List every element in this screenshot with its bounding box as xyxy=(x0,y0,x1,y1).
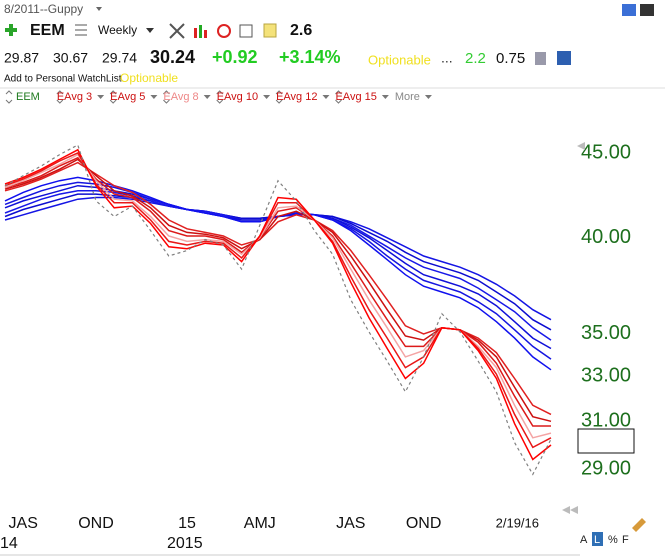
add-icon[interactable] xyxy=(5,24,17,36)
bars-icon[interactable] xyxy=(194,25,207,38)
legend-arrow xyxy=(109,90,117,104)
icon-part xyxy=(204,30,207,38)
change-pct: +3.14% xyxy=(279,47,341,67)
footer-button[interactable]: F xyxy=(622,534,629,546)
t-button[interactable] xyxy=(640,4,654,16)
footer-button[interactable]: A xyxy=(580,534,588,546)
series-line xyxy=(4,190,552,341)
legend-arrow xyxy=(163,90,170,104)
footer-buttons: A L% F xyxy=(580,532,629,546)
legend-entry[interactable]: EAvg 15 xyxy=(335,91,376,103)
list-icon[interactable] xyxy=(75,24,87,36)
ellipsis[interactable]: ... xyxy=(441,50,453,66)
y-tick-label: 33.00 xyxy=(581,365,631,387)
dropdown-arrow xyxy=(96,7,102,11)
x-year-label: 14 xyxy=(0,535,18,552)
title-bar xyxy=(0,0,665,20)
alarm-icon[interactable] xyxy=(217,24,231,38)
legend-dropdown xyxy=(150,95,158,99)
period-arrow xyxy=(146,28,154,33)
x-tick-label: OND xyxy=(406,515,442,532)
symbol[interactable]: EEM xyxy=(30,22,65,39)
legend-entry[interactable]: EAvg 12 xyxy=(276,91,317,103)
footer-button[interactable]: L xyxy=(594,534,600,546)
tools-icon[interactable] xyxy=(169,23,185,39)
y-tick-label: 29.00 xyxy=(581,458,631,480)
draw-icon[interactable] xyxy=(632,518,646,532)
calc-icon[interactable] xyxy=(239,24,253,38)
y-tick-label: 31.00 xyxy=(581,410,631,432)
x-tick-label: OND xyxy=(78,515,114,532)
series-line xyxy=(4,161,552,416)
save-icon[interactable] xyxy=(557,51,571,65)
y-tick-label: 40.00 xyxy=(581,226,631,248)
y-tick-label: 35.00 xyxy=(581,322,631,344)
scroll-marker xyxy=(577,142,585,150)
last-price-box xyxy=(577,428,635,454)
y-tick-label: 45.00 xyxy=(581,141,631,163)
optionable: Optionable xyxy=(368,52,431,67)
x-year-label: 2015 xyxy=(167,535,203,552)
icon-part xyxy=(194,28,197,38)
button-highlight xyxy=(592,532,603,546)
series-line xyxy=(4,193,552,331)
plot-area: 29.00 31.00 33.00 35.00 40.00 45.00 JAS 14 OND 15… xyxy=(0,141,631,552)
series-line xyxy=(4,148,552,461)
legend-dropdown xyxy=(322,95,330,99)
legend-entry[interactable]: EAvg 10 xyxy=(217,91,258,103)
x-tick-label: JAS xyxy=(336,515,365,532)
period[interactable]: Weekly xyxy=(98,23,137,37)
legend-entry[interactable]: EEM xyxy=(16,91,40,103)
change: +0.92 xyxy=(212,47,258,67)
footer-button[interactable]: % xyxy=(608,534,618,546)
legend-arrow xyxy=(335,90,342,104)
s-button[interactable] xyxy=(622,4,636,16)
open: 29.87 xyxy=(4,50,39,66)
optionable-tag: Optionable xyxy=(120,71,178,85)
legend-arrow xyxy=(56,90,64,104)
x-tick-label: AMJ xyxy=(244,515,276,532)
legend: EEM EAvg 3 EAvg 5 EAvg 8 EAvg 10 EAvg 12 EAvg … xyxy=(5,90,432,104)
icon-part xyxy=(199,25,202,38)
series-line xyxy=(4,144,552,476)
stat1: 2.2 xyxy=(465,50,486,67)
legend-dropdown xyxy=(97,95,105,99)
db-icon[interactable] xyxy=(535,52,546,65)
last-price: 30.24 xyxy=(150,47,195,67)
legend-entry[interactable]: EAvg 5 xyxy=(110,91,145,103)
legend-more[interactable]: More xyxy=(395,91,420,103)
legend-dropdown xyxy=(263,95,271,99)
watchlist-link[interactable]: Add to Personal WatchList xyxy=(4,74,122,85)
x-tick-label: JAS xyxy=(9,515,38,532)
legend-dropdown xyxy=(203,95,211,99)
legend-entry[interactable]: EAvg 3 xyxy=(57,91,92,103)
legend-arrow xyxy=(275,90,283,104)
indicator-value: 2.6 xyxy=(290,22,312,39)
x-tick-label: 15 xyxy=(178,515,196,532)
legend-arrow xyxy=(216,90,224,104)
series-line xyxy=(4,184,552,350)
legend-dropdown xyxy=(381,95,389,99)
x-tick-label: 2/19/16 xyxy=(496,515,539,530)
legend-entry[interactable]: EAvg 8 xyxy=(163,91,198,103)
scroll-marker xyxy=(562,506,578,514)
legend-dropdown xyxy=(424,95,432,99)
layout-name[interactable]: 8/2011--Guppy xyxy=(4,2,83,16)
legend-arrow xyxy=(5,90,13,104)
low: 29.74 xyxy=(102,50,137,66)
high: 30.67 xyxy=(53,50,88,66)
note-icon[interactable] xyxy=(263,23,277,38)
stat2: 0.75 xyxy=(496,50,525,67)
